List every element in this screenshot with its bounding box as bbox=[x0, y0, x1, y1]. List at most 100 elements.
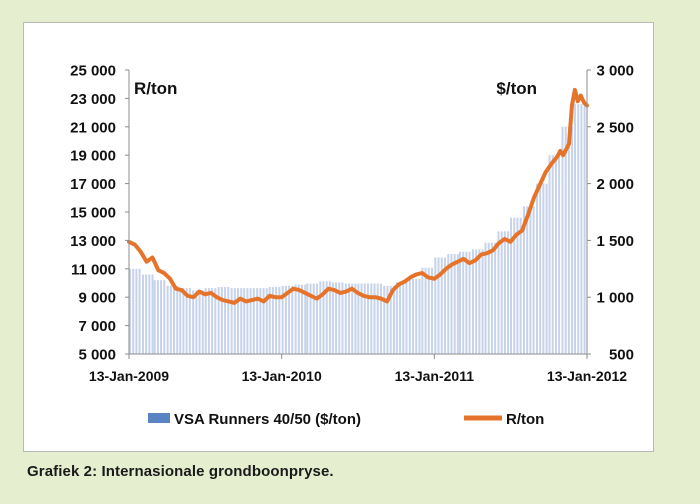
price-bar bbox=[510, 217, 513, 354]
legend-bar-swatch bbox=[148, 413, 170, 423]
left-tick-label: 9 000 bbox=[78, 290, 116, 307]
price-bar bbox=[169, 285, 172, 354]
x-tick-label: 13-Jan-2011 bbox=[395, 368, 475, 384]
price-bar bbox=[567, 126, 570, 354]
price-bar bbox=[268, 286, 271, 354]
price-bar bbox=[447, 254, 450, 354]
left-tick-label: 23 000 bbox=[70, 91, 116, 108]
price-bar bbox=[545, 183, 548, 354]
chart-frame: 5 000 7 000 9 000 11 000 13 000 15 000 17 000 1… bbox=[23, 22, 654, 452]
price-bar bbox=[278, 286, 281, 354]
price-bar bbox=[304, 284, 307, 354]
price-bar bbox=[427, 267, 430, 354]
price-bar bbox=[535, 183, 538, 354]
price-bar bbox=[281, 285, 284, 354]
price-bar bbox=[335, 282, 338, 354]
price-bar bbox=[288, 285, 291, 354]
price-bar bbox=[166, 285, 169, 354]
price-bar bbox=[399, 282, 402, 354]
price-bar bbox=[529, 206, 532, 354]
price-bar bbox=[163, 280, 166, 354]
price-bar bbox=[561, 126, 564, 354]
price-bar bbox=[192, 290, 195, 354]
price-bar bbox=[548, 155, 551, 354]
price-bar bbox=[456, 254, 459, 354]
price-bar bbox=[395, 282, 398, 354]
left-tick-label: 5 000 bbox=[78, 347, 116, 364]
price-bar bbox=[366, 283, 369, 354]
price-bar bbox=[148, 274, 151, 354]
left-tick-label: 11 000 bbox=[71, 261, 116, 278]
left-tick-label: 25 000 bbox=[70, 63, 116, 80]
price-bar bbox=[201, 290, 204, 354]
price-bar bbox=[237, 288, 240, 354]
price-bar bbox=[322, 281, 325, 354]
price-bar bbox=[271, 286, 274, 354]
price-bar bbox=[418, 279, 421, 354]
x-tick-label: 13-Jan-2009 bbox=[89, 368, 169, 384]
price-bar bbox=[230, 288, 233, 354]
price-bar bbox=[357, 283, 360, 354]
left-tick-label: 17 000 bbox=[70, 176, 116, 193]
price-bar bbox=[153, 280, 156, 354]
price-bar bbox=[478, 249, 481, 354]
price-bar bbox=[220, 286, 223, 354]
price-bar bbox=[297, 284, 300, 354]
price-bar bbox=[151, 274, 154, 354]
price-bar bbox=[284, 285, 287, 354]
price-bar bbox=[526, 206, 529, 354]
price-bar bbox=[243, 288, 246, 354]
price-bar bbox=[507, 231, 510, 354]
price-bar bbox=[443, 257, 446, 354]
price-bar bbox=[574, 104, 577, 354]
price-bar bbox=[204, 288, 207, 354]
price-bar bbox=[185, 288, 188, 354]
price-bar bbox=[211, 288, 214, 354]
price-bar bbox=[325, 281, 328, 354]
right-tick-label: 3 000 bbox=[596, 63, 634, 80]
price-bar bbox=[494, 242, 497, 354]
price-bar bbox=[309, 283, 312, 354]
price-bar bbox=[328, 281, 331, 354]
price-bar bbox=[341, 282, 344, 354]
price-bar bbox=[430, 267, 433, 354]
price-bar bbox=[424, 267, 427, 354]
price-bar bbox=[319, 281, 322, 354]
price-bar bbox=[360, 283, 363, 354]
price-bar bbox=[497, 231, 500, 354]
price-bar bbox=[363, 283, 366, 354]
price-bar bbox=[571, 126, 574, 354]
price-bar bbox=[462, 251, 465, 354]
price-bar bbox=[402, 282, 405, 354]
rand-price-line bbox=[127, 87, 589, 305]
price-bar bbox=[265, 288, 268, 354]
price-bar bbox=[516, 217, 519, 354]
price-chart: 5 000 7 000 9 000 11 000 13 000 15 000 17 000 1… bbox=[70, 63, 634, 429]
line-layer bbox=[127, 87, 589, 305]
price-bar bbox=[389, 285, 392, 354]
price-bar bbox=[249, 288, 252, 354]
price-bar bbox=[577, 104, 580, 354]
price-bar bbox=[354, 283, 357, 354]
price-bar bbox=[440, 257, 443, 354]
price-bar bbox=[465, 251, 468, 354]
price-bar bbox=[434, 257, 437, 354]
price-bar bbox=[500, 231, 503, 354]
price-bar bbox=[214, 288, 217, 354]
price-bar bbox=[503, 231, 506, 354]
x-axis-ticks: 13-Jan-2009 13-Jan-2010 13-Jan-2011 13-Jan-… bbox=[89, 354, 627, 384]
price-bar bbox=[173, 285, 176, 354]
price-bar bbox=[475, 249, 478, 354]
right-tick-label: 500 bbox=[609, 347, 634, 364]
price-bar bbox=[351, 283, 354, 354]
price-bar bbox=[291, 285, 294, 354]
price-bar bbox=[227, 286, 230, 354]
x-tick-label: 13-Jan-2012 bbox=[547, 368, 627, 384]
price-bar bbox=[256, 288, 259, 354]
price-bar bbox=[376, 283, 379, 354]
figure-caption: Grafiek 2: Internasionale grondboonpryse… bbox=[27, 463, 334, 480]
price-bar bbox=[421, 267, 424, 354]
price-bar bbox=[141, 274, 144, 354]
price-bar bbox=[246, 288, 249, 354]
price-bar bbox=[135, 268, 138, 354]
